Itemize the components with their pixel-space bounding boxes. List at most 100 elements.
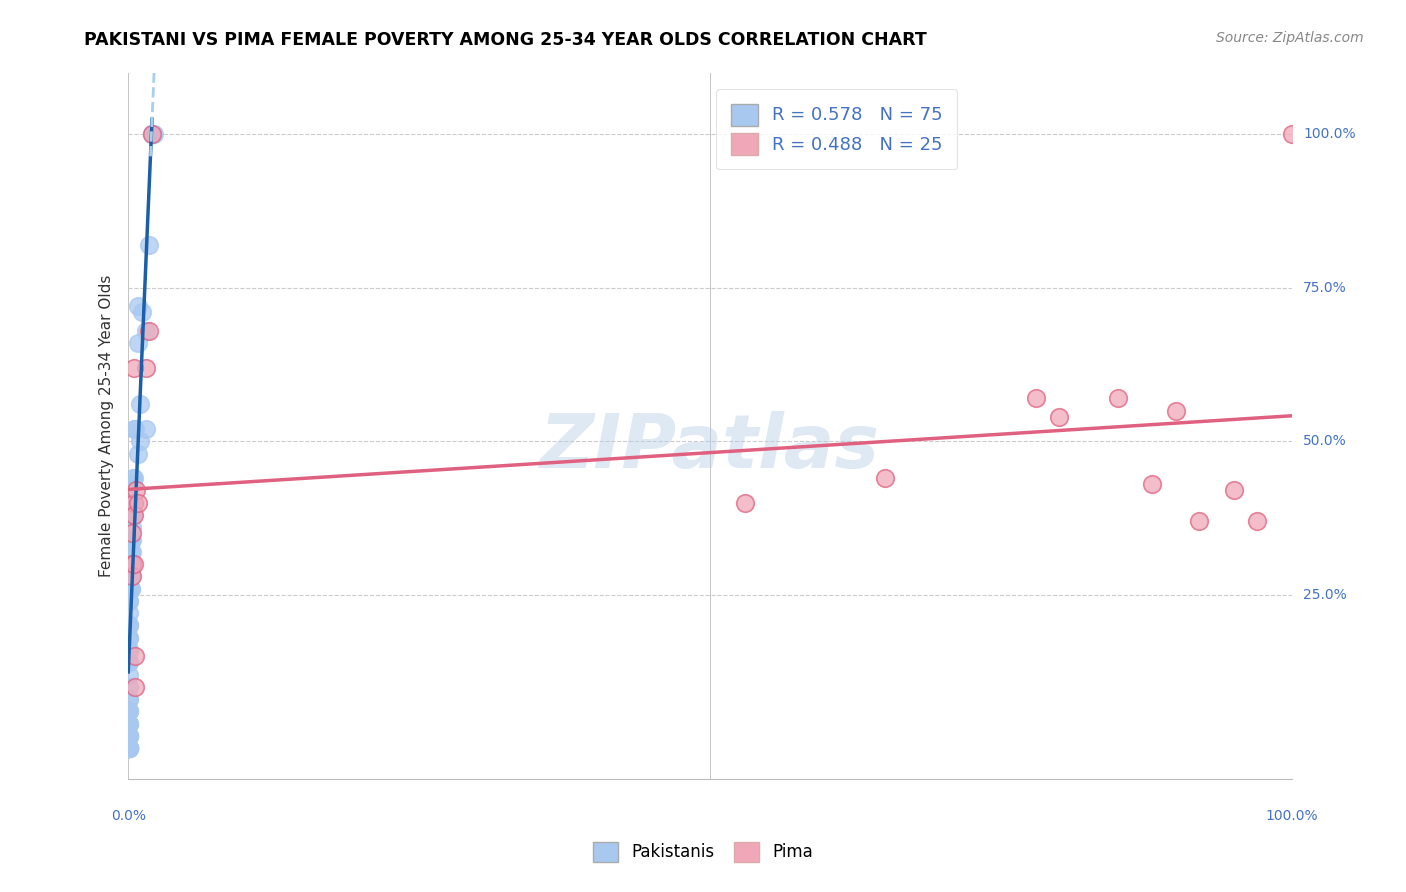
Point xyxy=(122,471,145,485)
Point xyxy=(122,477,145,491)
Point xyxy=(131,305,153,319)
Point xyxy=(118,741,141,756)
Point xyxy=(118,655,141,669)
Point xyxy=(118,729,141,743)
Point xyxy=(138,324,160,338)
Point xyxy=(121,557,143,571)
Point xyxy=(120,582,142,596)
Point xyxy=(118,729,141,743)
Point xyxy=(118,582,141,596)
Point xyxy=(120,545,142,559)
Point xyxy=(118,741,141,756)
Point xyxy=(118,741,141,756)
Point xyxy=(141,128,163,142)
Point xyxy=(121,557,143,571)
Point xyxy=(118,569,141,583)
Point xyxy=(118,716,141,731)
Point xyxy=(118,582,141,596)
Point xyxy=(118,594,141,608)
Point xyxy=(124,649,146,664)
Point xyxy=(118,716,141,731)
Text: 100.0%: 100.0% xyxy=(1303,128,1355,141)
Point xyxy=(118,741,141,756)
Point xyxy=(121,569,143,583)
Point xyxy=(142,128,165,142)
Point xyxy=(1281,128,1303,142)
Point xyxy=(127,496,149,510)
Point xyxy=(138,238,160,252)
Point xyxy=(118,631,141,645)
Point xyxy=(120,582,142,596)
Point xyxy=(118,643,141,657)
Point xyxy=(118,741,141,756)
Text: 50.0%: 50.0% xyxy=(1303,434,1347,449)
Text: 100.0%: 100.0% xyxy=(1265,809,1319,823)
Point xyxy=(122,496,145,510)
Point xyxy=(118,618,141,632)
Point xyxy=(127,299,149,313)
Point xyxy=(734,496,756,510)
Point xyxy=(118,655,141,669)
Point xyxy=(1025,392,1047,406)
Point xyxy=(118,533,141,547)
Point xyxy=(120,533,142,547)
Point xyxy=(135,360,157,375)
Point xyxy=(127,446,149,460)
Point xyxy=(118,741,141,756)
Point xyxy=(124,680,146,694)
Point xyxy=(118,680,141,694)
Point xyxy=(122,496,145,510)
Point xyxy=(118,606,141,620)
Point xyxy=(118,692,141,706)
Point xyxy=(120,569,142,583)
Point xyxy=(122,508,145,522)
Point xyxy=(118,618,141,632)
Point xyxy=(118,741,141,756)
Point xyxy=(122,557,145,571)
Point xyxy=(1223,483,1246,498)
Point xyxy=(121,496,143,510)
Point xyxy=(121,533,143,547)
Legend: R = 0.578   N = 75, R = 0.488   N = 25: R = 0.578 N = 75, R = 0.488 N = 25 xyxy=(716,89,957,169)
Point xyxy=(1107,392,1129,406)
Point xyxy=(127,336,149,351)
Point xyxy=(121,545,143,559)
Point xyxy=(118,557,141,571)
Point xyxy=(135,422,157,436)
Point xyxy=(121,520,143,534)
Point xyxy=(122,471,145,485)
Point xyxy=(1246,514,1268,528)
Point xyxy=(125,483,148,498)
Point xyxy=(120,569,142,583)
Point xyxy=(124,422,146,436)
Legend: Pakistanis, Pima: Pakistanis, Pima xyxy=(585,833,821,871)
Point xyxy=(1188,514,1211,528)
Point xyxy=(118,643,141,657)
Point xyxy=(122,360,145,375)
Point xyxy=(128,434,150,449)
Point xyxy=(118,594,141,608)
Point xyxy=(118,729,141,743)
Point xyxy=(1164,403,1187,417)
Point xyxy=(118,741,141,756)
Text: ZIPatlas: ZIPatlas xyxy=(540,410,880,483)
Point xyxy=(120,557,142,571)
Point xyxy=(135,324,157,338)
Text: 25.0%: 25.0% xyxy=(1303,588,1347,602)
Point xyxy=(118,618,141,632)
Point xyxy=(118,667,141,681)
Point xyxy=(121,508,143,522)
Point xyxy=(118,631,141,645)
Point xyxy=(118,741,141,756)
Point xyxy=(1047,409,1070,424)
Point xyxy=(141,128,163,142)
Point xyxy=(141,128,163,142)
Point xyxy=(118,569,141,583)
Point xyxy=(122,508,145,522)
Point xyxy=(121,526,143,541)
Point xyxy=(118,705,141,719)
Point xyxy=(1142,477,1164,491)
Point xyxy=(128,397,150,411)
Text: PAKISTANI VS PIMA FEMALE POVERTY AMONG 25-34 YEAR OLDS CORRELATION CHART: PAKISTANI VS PIMA FEMALE POVERTY AMONG 2… xyxy=(84,31,927,49)
Point xyxy=(118,741,141,756)
